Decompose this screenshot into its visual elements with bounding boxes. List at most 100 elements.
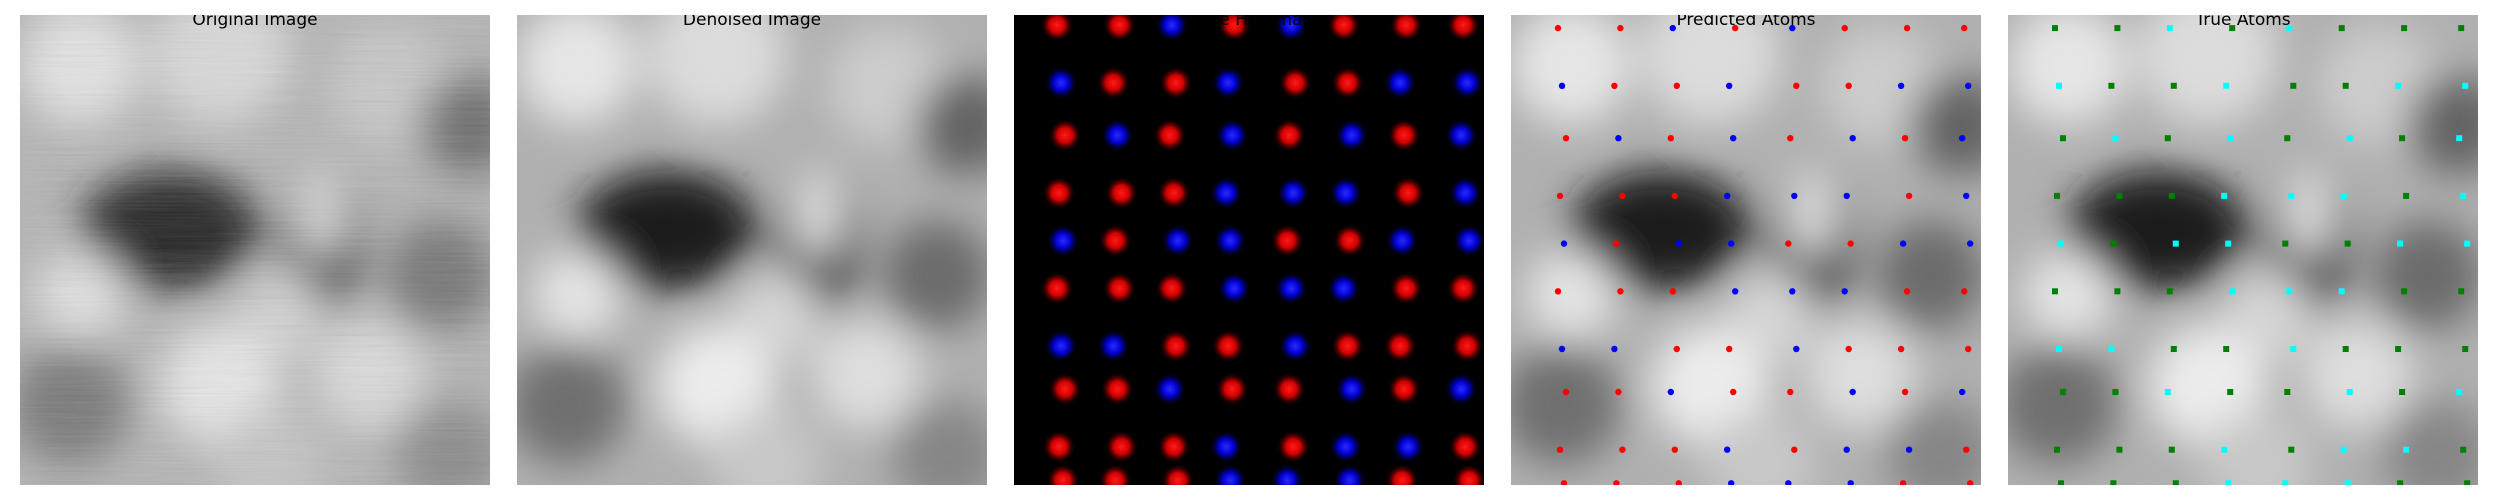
heatmap-te-spot: [1158, 329, 1193, 363]
heatmap-se-spot: [1276, 175, 1311, 210]
true-te-atom: [2170, 346, 2177, 352]
heatmap-te-spot: [1158, 65, 1193, 100]
heatmap-te-spot: [1270, 223, 1305, 258]
predicted-se-atom: [1675, 240, 1682, 247]
heatmap-te-spot: [1156, 429, 1191, 464]
panel-title: Original Image: [192, 15, 318, 30]
heatmap-te-spot: [1154, 271, 1189, 306]
heatmap-se-spot: [1326, 271, 1361, 306]
predicted-te-atom: [1961, 288, 1968, 295]
true-te-atom: [2110, 240, 2117, 247]
true-se-atom: [2056, 82, 2062, 89]
heatmap-te-spot: [1160, 463, 1195, 485]
heatmap-se-spot: [1100, 118, 1135, 153]
predicted-te-atom: [1897, 345, 1905, 353]
predicted-se-atom: [1789, 288, 1796, 295]
predicted-te-atom: [1845, 82, 1852, 90]
predicted-te-atom: [1965, 345, 1972, 353]
predicted-se-atom: [1560, 240, 1568, 247]
heatmap-se-spot: [1211, 65, 1246, 100]
true-se-atom: [2286, 288, 2293, 295]
true-se-atom: [2456, 135, 2463, 142]
true-se-atom: [2340, 192, 2347, 199]
heatmap-te-spot: [1217, 15, 1252, 43]
heatmap-te-spot: [1048, 118, 1082, 153]
predicted-te-atom: [1615, 388, 1622, 396]
predicted-te-atom: [1669, 288, 1676, 295]
heatmap-se-spot: [1328, 429, 1363, 464]
true-te-atom: [2282, 240, 2289, 247]
predicted-se-atom: [1558, 345, 1566, 353]
heatmap-te-spot: [1389, 271, 1424, 306]
heatmap-te-spot: [1272, 372, 1307, 406]
true-te-atom: [2403, 192, 2410, 199]
heatmap-se-spot: [1332, 463, 1367, 485]
predicted-te-atom: [1903, 288, 1911, 295]
true-se-atom: [2290, 346, 2297, 352]
heatmap-te-spot: [1391, 175, 1426, 210]
predicted-se-atom: [1897, 82, 1905, 90]
predicted-te-atom: [1732, 24, 1739, 32]
predicted-te-atom: [1903, 24, 1911, 32]
panel-original-image: Original Image: [20, 15, 490, 485]
predicted-te-atom: [1726, 345, 1733, 353]
heatmap-se-spot: [1152, 372, 1187, 406]
true-te-atom: [2397, 480, 2404, 485]
true-se-atom: [2282, 480, 2289, 485]
true-te-atom: [2399, 135, 2406, 142]
heatmap-te-spot: [1332, 223, 1367, 258]
heatmap-te-spot: [1215, 372, 1250, 406]
heatmap-te-spot: [1042, 429, 1076, 464]
heatmap-te-spot: [1098, 223, 1133, 258]
predicted-te-atom: [1554, 288, 1562, 295]
predicted-te-atom: [1671, 192, 1678, 200]
heatmap-se-spot: [1334, 372, 1369, 406]
true-te-atom: [2464, 480, 2471, 485]
predicted-te-atom: [1667, 135, 1674, 142]
heatmap-te-spot: [1102, 15, 1137, 43]
true-te-atom: [2229, 25, 2236, 32]
predicted-te-atom: [1562, 388, 1570, 396]
panel-title: True Atoms: [2195, 15, 2291, 30]
heatmap-te-spot: [1102, 271, 1137, 306]
heatmap-te-spot: [1211, 329, 1246, 363]
true-se-atom: [2164, 389, 2171, 395]
true-te-atom: [2060, 389, 2066, 395]
predicted-te-atom: [1791, 446, 1798, 453]
predicted-te-atom: [1613, 240, 1620, 247]
true-te-atom: [2399, 389, 2406, 395]
true-te-atom: [2395, 346, 2402, 352]
predicted-se-atom: [1967, 240, 1974, 247]
true-te-atom: [2114, 288, 2121, 295]
predicted-te-atom: [1730, 388, 1737, 396]
true-te-atom: [2110, 480, 2117, 485]
heatmap-te-spot: [1278, 65, 1313, 100]
true-se-atom: [2397, 240, 2404, 247]
true-atoms: [2008, 15, 2478, 485]
true-se-atom: [2108, 346, 2115, 352]
true-se-atom: [2403, 446, 2410, 453]
true-se-atom: [2172, 240, 2179, 247]
true-te-atom: [2170, 82, 2177, 89]
heatmap-te-spot: [1042, 175, 1076, 210]
true-te-atom: [2058, 480, 2064, 485]
heatmap-se-spot: [1213, 463, 1248, 485]
heatmap-te-spot: [1446, 15, 1481, 43]
heatmap-se-spot: [1217, 271, 1252, 306]
predicted-te-atom: [1554, 24, 1562, 32]
panel-title: Predicted Atoms: [1676, 15, 1816, 30]
heatmap-se-spot: [1334, 118, 1369, 153]
true-se-atom: [2227, 135, 2234, 142]
heatmap-se-spot: [1383, 65, 1418, 100]
predicted-se-atom: [1730, 135, 1737, 142]
true-te-atom: [2166, 288, 2173, 295]
predicted-se-atom: [1905, 446, 1913, 453]
predicted-te-atom: [1560, 480, 1568, 485]
predicted-te-atom: [1787, 135, 1794, 142]
predicted-te-atom: [1787, 388, 1794, 396]
true-se-atom: [2456, 389, 2463, 395]
heatmap-te-spot: [1276, 429, 1311, 464]
heatmap-te-spot: [1104, 175, 1139, 210]
true-se-atom: [2225, 480, 2232, 485]
predicted-te-atom: [1671, 446, 1678, 453]
